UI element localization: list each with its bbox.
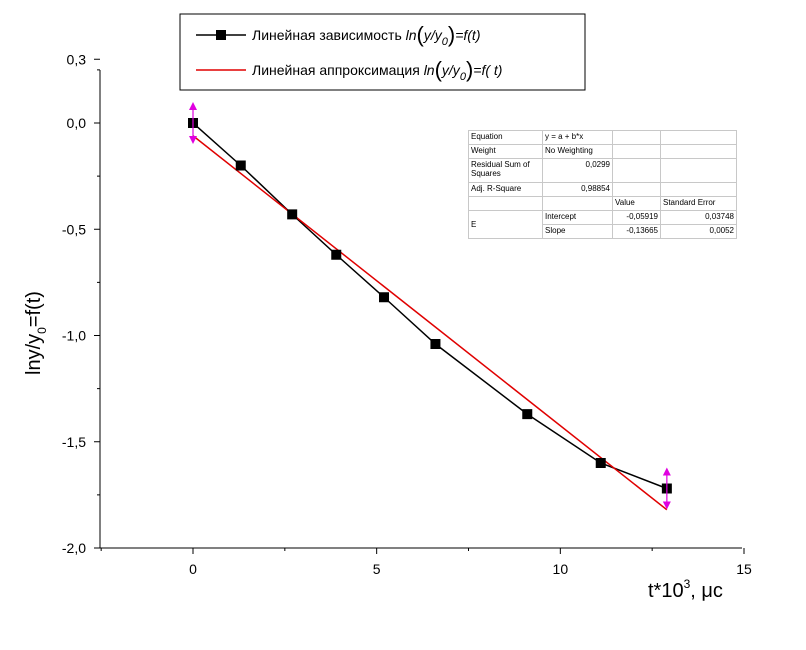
fit-empty-cell — [660, 144, 737, 159]
slope-value: -0,13665 — [612, 224, 661, 239]
stderr-header: Standard Error — [660, 196, 737, 211]
y-tick-label: -1,5 — [62, 434, 86, 450]
y-tick-label: 0,3 — [67, 51, 87, 67]
error-arrow — [662, 467, 671, 510]
legend-label-1-paren-open: ( — [417, 22, 425, 47]
error-arrow-head-down — [189, 136, 197, 144]
x-axis-title: t*103, μc — [648, 577, 723, 602]
legend-label-1-rest: =f(t) — [455, 27, 480, 43]
legend-label-1-sub: 0 — [442, 36, 449, 48]
legend-label-2-paren-open: ( — [435, 57, 443, 82]
fit-empty-cell — [612, 158, 661, 183]
y-axis-title: lny/y0=f(t) — [23, 291, 49, 375]
fit-row-rss: Residual Sum of Squares 0,0299 — [468, 158, 737, 183]
x-axis-title-sup: 3 — [684, 577, 691, 591]
fit-row-intercept: E Intercept -0,05919 0,03748 — [468, 210, 737, 239]
error-arrow-head-up — [189, 102, 197, 110]
data-point — [287, 209, 298, 220]
equation-label: Equation — [468, 130, 543, 145]
series-line-fit — [192, 135, 668, 511]
fit-empty-cell — [542, 196, 613, 211]
y-tick-label: -0,5 — [62, 221, 86, 237]
fit-row-headers: Value Standard Error — [468, 196, 737, 211]
x-axis-title-unit: , μc — [690, 580, 723, 602]
fit-empty-cell — [660, 158, 737, 183]
fit-row-r2: Adj. R-Square 0,98854 — [468, 182, 737, 197]
x-tick-label: 10 — [553, 561, 569, 577]
legend-label-2-rest: =f( t) — [473, 62, 502, 78]
fit-empty-cell — [612, 182, 661, 197]
ticks — [94, 58, 745, 554]
error-arrow-head-down — [662, 501, 671, 510]
x-axis-title-main: t*10 — [648, 580, 684, 602]
y-axis-title-main: lny/y — [23, 334, 45, 375]
y-axis-title-end: =f(t) — [23, 291, 45, 327]
r2-value: 0,98854 — [542, 182, 613, 197]
legend-label-1-paren-close: ) — [448, 22, 455, 47]
legend-label-1: Линейная зависимость ln(y/y0)=f(t) — [252, 22, 480, 48]
data-point — [522, 409, 533, 420]
intercept-error: 0,03748 — [660, 210, 737, 225]
y-axis-title-sub: 0 — [35, 327, 49, 334]
fit-empty-cell — [612, 130, 661, 145]
slope-label: Slope — [542, 224, 613, 239]
fit-empty-cell — [612, 144, 661, 159]
legend-label-2-paren-close: ) — [466, 57, 473, 82]
slope-error: 0,0052 — [660, 224, 737, 239]
fit-empty-cell — [660, 130, 737, 145]
rss-value: 0,0299 — [542, 158, 613, 183]
fit-empty-cell — [660, 182, 737, 197]
y-tick-label: -1,0 — [62, 328, 86, 344]
error-arrow — [189, 102, 197, 144]
error-arrow-head-up — [662, 467, 671, 476]
legend-label-2-prefix: Линейная аппроксимация — [252, 62, 424, 78]
data-point — [235, 160, 246, 171]
x-tick-label: 5 — [373, 561, 381, 577]
data-point — [595, 458, 606, 468]
value-header: Value — [612, 196, 661, 211]
weight-label: Weight — [468, 144, 543, 159]
fit-parameters-table: Equation y = a + b*x Weight No Weighting… — [468, 130, 737, 239]
legend-label-2-yy: y/y — [441, 62, 461, 78]
rss-label: Residual Sum of Squares — [468, 158, 543, 183]
legend-label-2: Линейная аппроксимация ln(y/y0)=f( t) — [252, 57, 502, 83]
fit-row-weight: Weight No Weighting — [468, 144, 737, 159]
data-point — [430, 339, 441, 349]
legend-marker-square — [216, 30, 226, 40]
param-group-label: E — [468, 210, 543, 239]
legend-label-1-ln: ln — [406, 27, 417, 43]
legend-label-1-yy: y/y — [423, 27, 443, 43]
axes — [99, 70, 742, 549]
fit-row-equation: Equation y = a + b*x — [468, 130, 737, 145]
legend: Линейная зависимость ln(y/y0)=f(t) Линей… — [179, 13, 586, 91]
data-point — [379, 292, 390, 303]
legend-box — [179, 13, 586, 91]
y-tick-label: 0,0 — [67, 115, 87, 131]
fit-empty-cell — [468, 196, 543, 211]
fit-row-slope: Slope -0,13665 0,0052 — [469, 224, 737, 239]
x-tick-label: 0 — [189, 561, 197, 577]
legend-label-1-prefix: Линейная зависимость — [252, 27, 406, 43]
error-arrows — [189, 102, 671, 510]
data-point — [331, 249, 342, 260]
legend-label-2-ln: ln — [424, 62, 435, 78]
legend-label-2-sub: 0 — [460, 71, 467, 83]
r2-label: Adj. R-Square — [468, 182, 543, 197]
intercept-value: -0,05919 — [612, 210, 661, 225]
tick-labels: 0 5 10 15 0,3 0,0 -0,5 -1,0 -1,5 -2,0 — [62, 51, 752, 577]
x-tick-label: 15 — [736, 561, 752, 577]
weight-value: No Weighting — [542, 144, 613, 159]
equation-value: y = a + b*x — [542, 130, 613, 145]
intercept-label: Intercept — [542, 210, 613, 225]
y-tick-label: -2,0 — [62, 540, 86, 556]
